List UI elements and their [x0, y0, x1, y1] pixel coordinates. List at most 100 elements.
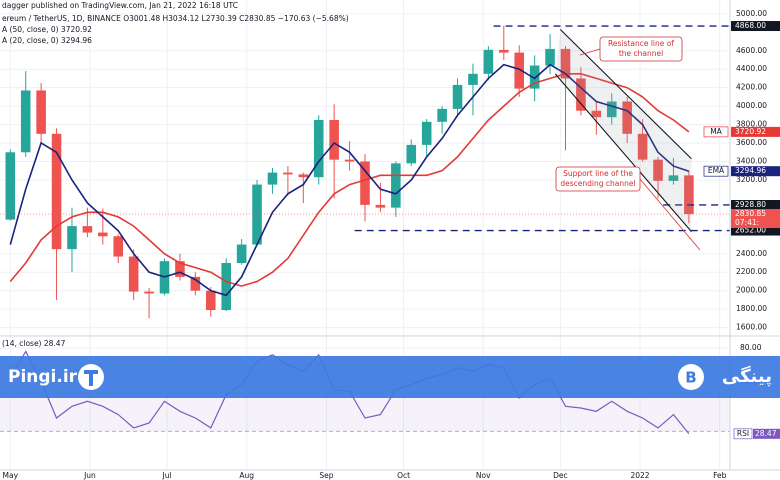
annotation-box	[555, 166, 641, 192]
candle-body	[128, 256, 139, 292]
candle-body	[560, 48, 571, 79]
candle-body	[545, 48, 555, 66]
candle-body	[591, 110, 602, 118]
candle-body	[205, 290, 216, 311]
candle-body	[529, 65, 540, 89]
candle-body	[653, 159, 663, 181]
candle-body	[437, 108, 447, 122]
watermark-band	[0, 356, 780, 398]
x-tick-label: Jun	[83, 471, 96, 480]
y-tick-label: 5000.00	[736, 9, 767, 18]
candle-body	[360, 161, 370, 205]
x-tick-label: 2022	[630, 471, 649, 480]
rsi-name: RSI	[737, 429, 749, 438]
ma-name-box	[703, 126, 729, 138]
y-tick-label: 3800.00	[736, 120, 767, 129]
header-publisher: dagger published on TradingView.com, Jan…	[2, 1, 238, 10]
annotation-text: Support line of the	[563, 169, 633, 178]
candle-body	[175, 261, 185, 277]
support-line	[554, 73, 692, 232]
ma-value-box	[731, 166, 780, 177]
candle-body	[36, 90, 46, 134]
y-tick-label: 2000.00	[736, 286, 767, 295]
annotation-text: the channel	[619, 49, 663, 58]
ma-value: 3720.92	[735, 127, 766, 136]
candle-body	[5, 152, 16, 220]
moving-average	[9, 63, 690, 297]
ma-name: MA	[710, 127, 722, 136]
watermark-brand: پینگی	[722, 365, 772, 387]
ma-value: 3294.96	[735, 166, 766, 175]
x-tick-label: Sep	[319, 471, 333, 480]
channel-fill	[555, 29, 692, 232]
legend-ma: A (50, close, 0) 3720.92	[2, 25, 92, 34]
candle-body	[144, 291, 154, 294]
candle-body	[499, 49, 509, 53]
candle-body	[20, 90, 31, 153]
legend-ema: A (20, close, 0) 3294.96	[2, 36, 92, 45]
bitcoin-glyph: B	[685, 369, 696, 387]
ma-value-box	[731, 126, 780, 137]
candle-body	[375, 204, 386, 208]
candle-body	[252, 184, 262, 245]
bitcoin-logo	[678, 364, 704, 390]
annotation-pointer	[579, 48, 601, 56]
x-tick-label: May	[3, 471, 19, 480]
candle-body	[421, 121, 432, 145]
header-symbol: ereum / TetherUS, 1D, BINANCE O3001.48 H…	[2, 14, 349, 23]
candle-body	[684, 175, 694, 215]
candle-body	[622, 101, 632, 134]
ma-name: EMA	[708, 166, 725, 175]
candle-body	[313, 119, 324, 178]
last-price: 2830.85	[735, 209, 766, 218]
rsi-value-box	[753, 428, 780, 439]
y-tick-label: 3600.00	[736, 138, 767, 147]
level-box	[731, 21, 780, 32]
last-price-box	[731, 209, 780, 229]
level-value: 2928.80	[735, 200, 766, 209]
candle-body	[391, 163, 401, 208]
annotation-text: descending channel	[560, 179, 635, 188]
candle-body	[576, 78, 586, 111]
candle-body	[514, 52, 525, 89]
y-tick-label: 4600.00	[736, 46, 767, 55]
resistance-line	[559, 29, 692, 160]
axes: 1600.00 1800.00 2000.00 2200.00 2400.00 3200.…	[3, 9, 780, 480]
level-value: 4868.00	[735, 21, 766, 30]
annotation-text: Resistance line of	[608, 39, 674, 48]
y-tick-label: 2200.00	[736, 267, 767, 276]
rsi-tick-label: 80.00	[740, 343, 762, 352]
annotation-pointer	[639, 178, 701, 251]
y-tick-label: 4400.00	[736, 64, 767, 73]
candle-body	[606, 101, 617, 118]
candle-body	[406, 144, 417, 164]
candle-body	[637, 133, 648, 160]
candle-body	[468, 73, 478, 85]
level-value: 2652.00	[735, 226, 766, 235]
watermark-site: Pingi.ir	[8, 367, 78, 387]
candle-body	[267, 172, 278, 185]
y-tick-label: 1800.00	[736, 304, 767, 313]
y-tick-label: 3200.00	[736, 175, 767, 184]
level-box	[731, 225, 780, 236]
candle-body	[190, 276, 201, 291]
candle-body	[452, 84, 463, 109]
x-tick-label: Nov	[476, 471, 491, 480]
y-tick-label: 4200.00	[736, 83, 767, 92]
level-box	[731, 199, 780, 210]
ma-name-box	[703, 165, 729, 177]
candle-body	[221, 263, 231, 311]
x-tick-label: Dec	[553, 471, 568, 480]
rsi-legend: (14, close) 28.47	[2, 339, 66, 348]
candle-body	[98, 232, 108, 237]
annotation-box	[599, 36, 683, 62]
candle-body	[483, 49, 494, 74]
moving-average	[9, 73, 690, 287]
candle-body	[113, 236, 124, 257]
candle-body	[236, 244, 247, 264]
candle-body	[668, 175, 679, 181]
candle-body	[344, 159, 355, 162]
x-tick-label: Oct	[397, 471, 410, 480]
x-tick-label: Feb	[713, 471, 727, 480]
